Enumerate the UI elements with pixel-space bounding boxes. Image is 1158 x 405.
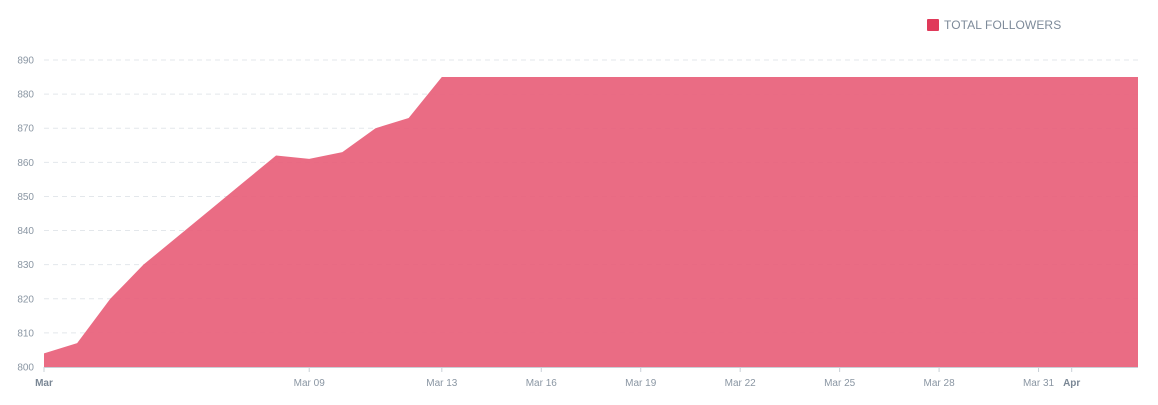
y-tick-label-830: 830	[17, 260, 34, 271]
x-tick-label-2019-03-31: Mar 31	[1023, 378, 1055, 389]
y-tick-label-860: 860	[17, 158, 34, 169]
x-tick-label-2019-03-16: Mar 16	[526, 378, 558, 389]
y-tick-label-820: 820	[17, 294, 34, 305]
area-total-followers	[44, 77, 1138, 367]
y-axis-ticks: 800 810 820 830 840 850 860 870 880 890	[17, 56, 34, 374]
y-tick-label-840: 840	[17, 226, 34, 237]
legend-label-total-followers: TOTAL FOLLOWERS	[944, 18, 1062, 32]
x-tick-label-2019-03-22: Mar 22	[725, 378, 757, 389]
x-tick-label-2019-04-01: Apr	[1063, 378, 1080, 389]
x-tick-label-2019-03-09: Mar 09	[294, 378, 326, 389]
y-tick-label-870: 870	[17, 124, 34, 135]
x-tick-label-2019-03-01: Mar	[35, 378, 53, 389]
legend-swatch-total-followers	[927, 19, 939, 31]
x-tick-label-2019-03-25: Mar 25	[824, 378, 856, 389]
y-tick-label-890: 890	[17, 56, 34, 67]
y-tick-label-810: 810	[17, 328, 34, 339]
x-tick-label-2019-03-19: Mar 19	[625, 378, 657, 389]
y-tick-label-800: 800	[17, 363, 34, 374]
x-tick-label-2019-03-13: Mar 13	[426, 378, 458, 389]
y-tick-label-880: 880	[17, 90, 34, 101]
x-axis-ticks: Mar Mar 09 Mar 13 Mar 16 Mar 19 Mar 22 Mar 25 M…	[35, 367, 1080, 389]
x-tick-label-2019-03-28: Mar 28	[924, 378, 956, 389]
chart-legend[interactable]: TOTAL FOLLOWERS	[927, 18, 1061, 32]
y-tick-label-850: 850	[17, 192, 34, 203]
